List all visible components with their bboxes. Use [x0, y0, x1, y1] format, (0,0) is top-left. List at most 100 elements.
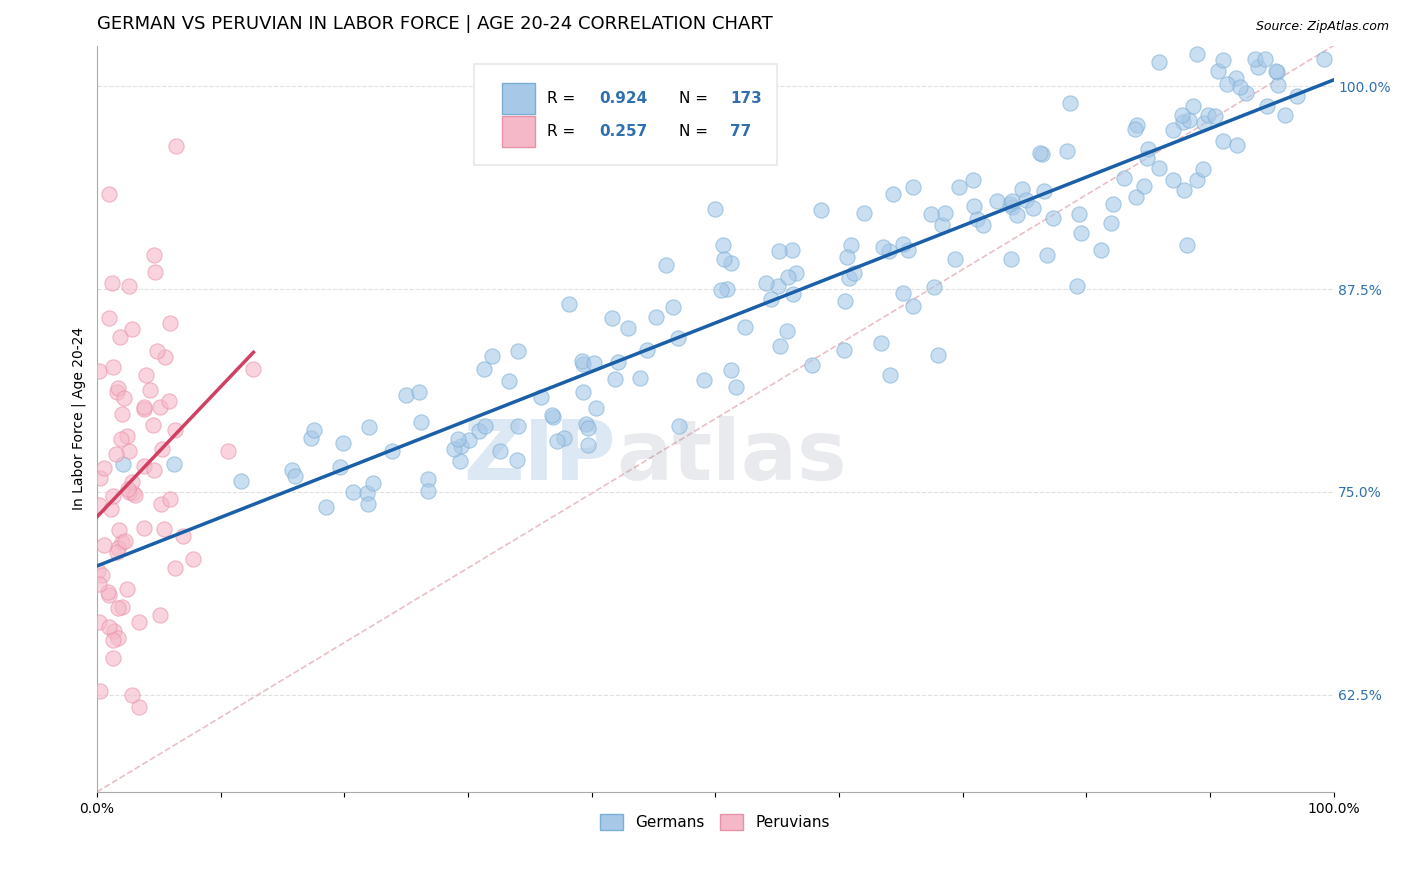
Point	[1215, 77, 1237, 91]
Point	[711, 238, 734, 252]
Point	[97, 311, 120, 326]
Point	[153, 522, 176, 536]
Point	[90, 568, 112, 582]
Point	[408, 384, 430, 399]
Point	[103, 360, 125, 375]
Point	[142, 247, 165, 261]
Point	[443, 442, 465, 457]
Point	[1225, 70, 1247, 85]
Point	[1067, 206, 1090, 220]
Text: R =: R =	[547, 124, 581, 139]
Point	[142, 463, 165, 477]
Point	[782, 286, 804, 301]
Text: 0.257: 0.257	[599, 124, 647, 139]
Point	[540, 408, 562, 422]
Point	[1197, 108, 1219, 122]
Point	[110, 432, 132, 446]
Point	[474, 418, 496, 433]
Text: atlas: atlas	[616, 416, 846, 497]
Point	[299, 431, 322, 445]
Point	[105, 447, 128, 461]
Point	[1015, 193, 1038, 207]
Point	[1191, 161, 1213, 176]
Point	[149, 607, 172, 622]
Text: ZIP: ZIP	[464, 416, 616, 497]
Point	[98, 620, 121, 634]
Point	[108, 330, 131, 344]
Point	[759, 292, 782, 306]
Point	[1178, 113, 1201, 128]
Point	[768, 244, 790, 259]
Point	[508, 419, 530, 434]
Point	[776, 324, 799, 338]
Point	[810, 202, 832, 217]
Point	[342, 485, 364, 500]
Text: R =: R =	[547, 91, 581, 106]
Point	[87, 498, 110, 512]
Text: 173: 173	[730, 91, 762, 106]
Point	[558, 297, 581, 311]
Point	[103, 490, 125, 504]
Point	[1136, 151, 1159, 165]
Point	[1267, 78, 1289, 93]
Point	[1182, 99, 1205, 113]
Point	[357, 497, 380, 511]
Point	[163, 423, 186, 437]
Point	[1192, 116, 1215, 130]
Point	[132, 400, 155, 414]
Point	[1011, 182, 1033, 196]
Point	[132, 402, 155, 417]
Point	[447, 432, 470, 446]
Point	[1161, 122, 1184, 136]
Point	[112, 392, 135, 406]
Point	[838, 271, 860, 285]
Point	[713, 252, 735, 266]
Point	[165, 560, 187, 574]
Point	[142, 417, 165, 432]
Point	[356, 486, 378, 500]
Point	[1243, 52, 1265, 66]
Point	[1099, 216, 1122, 230]
Point	[844, 266, 866, 280]
Point	[962, 172, 984, 186]
Point	[1206, 64, 1229, 78]
Point	[872, 240, 894, 254]
Point	[1005, 208, 1028, 222]
Point	[315, 500, 337, 514]
Point	[1125, 190, 1147, 204]
Point	[530, 390, 553, 404]
Point	[416, 483, 439, 498]
Point	[217, 443, 239, 458]
Point	[605, 372, 627, 386]
Point	[143, 265, 166, 279]
Point	[394, 388, 416, 402]
Point	[114, 533, 136, 548]
Point	[506, 453, 529, 467]
Point	[1031, 147, 1053, 161]
Point	[576, 421, 599, 435]
Point	[1212, 53, 1234, 67]
Point	[725, 380, 748, 394]
Point	[105, 384, 128, 399]
Point	[1226, 137, 1249, 152]
Point	[89, 684, 111, 698]
Point	[128, 699, 150, 714]
Point	[118, 443, 141, 458]
Point	[1256, 99, 1278, 113]
Point	[720, 256, 742, 270]
FancyBboxPatch shape	[474, 64, 778, 165]
Point	[837, 250, 859, 264]
Point	[582, 356, 605, 370]
Point	[571, 354, 593, 368]
Point	[1102, 196, 1125, 211]
Point	[498, 374, 520, 388]
Point	[662, 300, 685, 314]
Point	[879, 368, 901, 383]
Point	[630, 370, 652, 384]
Point	[107, 381, 129, 395]
Point	[716, 282, 738, 296]
Point	[381, 444, 404, 458]
Point	[891, 236, 914, 251]
Point	[948, 179, 970, 194]
Point	[105, 545, 128, 559]
